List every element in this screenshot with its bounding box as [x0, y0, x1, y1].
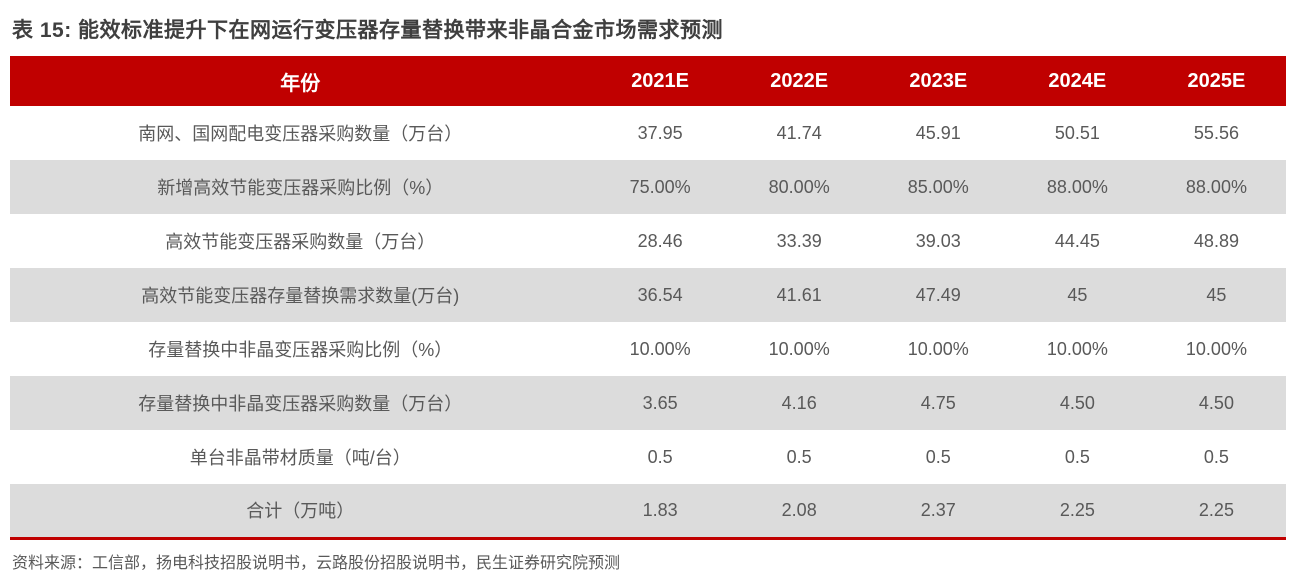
row-value: 4.50 [1059, 392, 1095, 413]
row-value: 45.91 [915, 122, 961, 143]
row-value: 28.46 [637, 230, 683, 251]
row-label: 高效节能变压器采购数量（万台） [165, 232, 436, 252]
row-value: 3.65 [642, 392, 678, 413]
table-header-row: 年份 2021E 2022E 2023E 2024E 2025E [10, 56, 1286, 106]
row-value: 0.5 [786, 446, 812, 467]
row-value: 37.95 [637, 122, 683, 143]
row-label: 南网、国网配电变压器采购数量（万台） [138, 124, 463, 144]
row-label: 存量替换中非晶变压器采购数量（万台） [138, 394, 463, 414]
row-value: 47.49 [915, 284, 961, 305]
forecast-table: 年份 2021E 2022E 2023E 2024E 2025E 南网、国网配电变压器采… [10, 56, 1286, 540]
table-row: 存量替换中非晶变压器采购数量（万台） 3.65 4.16 4.75 4.50 4.50 [10, 376, 1286, 430]
row-value: 10.00% [768, 338, 830, 359]
row-value: 88.00% [1185, 176, 1247, 197]
row-value: 41.74 [776, 122, 822, 143]
row-value: 55.56 [1193, 122, 1239, 143]
row-value: 50.51 [1054, 122, 1100, 143]
table-title: 表 15: 能效标准提升下在网运行变压器存量替换带来非晶合金市场需求预测 [12, 19, 724, 42]
row-value: 80.00% [768, 176, 830, 197]
header-cell-year: 2022E [770, 69, 829, 92]
row-value: 4.75 [920, 392, 956, 413]
table-row: 高效节能变压器采购数量（万台） 28.46 33.39 39.03 44.45 48.89 [10, 214, 1286, 268]
row-value: 48.89 [1193, 230, 1239, 251]
row-value: 36.54 [637, 284, 683, 305]
row-value: 0.5 [925, 446, 951, 467]
row-value: 88.00% [1046, 176, 1108, 197]
header-cell-label: 年份 [280, 72, 321, 95]
row-value: 41.61 [776, 284, 822, 305]
row-value: 0.5 [647, 446, 673, 467]
row-label: 高效节能变压器存量替换需求数量(万台) [141, 286, 460, 306]
row-value: 45 [1206, 284, 1227, 305]
row-value: 39.03 [915, 230, 961, 251]
row-value: 45 [1067, 284, 1088, 305]
table-row: 南网、国网配电变压器采购数量（万台） 37.95 41.74 45.91 50.51 55… [10, 106, 1286, 160]
header-cell-year: 2021E [631, 69, 690, 92]
table-row: 单台非晶带材质量（吨/台） 0.5 0.5 0.5 0.5 0.5 [10, 430, 1286, 484]
header-cell-year: 2023E [909, 69, 968, 92]
table-row: 合计（万吨） 1.83 2.08 2.37 2.25 2.25 [10, 484, 1286, 538]
row-value: 0.5 [1064, 446, 1090, 467]
row-value: 4.50 [1198, 392, 1234, 413]
row-label: 单台非晶带材质量（吨/台） [189, 448, 411, 468]
table-row: 存量替换中非晶变压器采购比例（%） 10.00% 10.00% 10.00% 10.00… [10, 322, 1286, 376]
row-value: 4.16 [781, 392, 817, 413]
row-value: 10.00% [1046, 338, 1108, 359]
source-note: 资料来源：工信部，扬电科技招股说明书，云路股份招股说明书，民生证券研究院预测 [12, 554, 621, 572]
row-value: 1.83 [642, 499, 678, 520]
header-cell-year: 2024E [1048, 69, 1107, 92]
row-label: 合计（万吨） [246, 501, 355, 522]
row-value: 2.25 [1198, 499, 1234, 520]
row-value: 10.00% [629, 338, 691, 359]
row-value: 2.25 [1059, 499, 1095, 520]
row-value: 10.00% [1185, 338, 1247, 359]
header-cell-year: 2025E [1187, 69, 1246, 92]
row-label: 新增高效节能变压器采购比例（%） [157, 178, 444, 198]
row-label: 存量替换中非晶变压器采购比例（%） [148, 340, 453, 360]
table-body: 南网、国网配电变压器采购数量（万台） 37.95 41.74 45.91 50.51 55… [10, 106, 1286, 538]
table-row: 新增高效节能变压器采购比例（%） 75.00% 80.00% 85.00% 88.00%… [10, 160, 1286, 214]
row-value: 10.00% [907, 338, 969, 359]
row-value: 0.5 [1203, 446, 1229, 467]
row-value: 75.00% [629, 176, 691, 197]
row-value: 85.00% [907, 176, 969, 197]
row-value: 2.37 [920, 499, 956, 520]
row-value: 44.45 [1054, 230, 1100, 251]
row-value: 2.08 [781, 499, 817, 520]
row-value: 33.39 [776, 230, 822, 251]
table-row: 高效节能变压器存量替换需求数量(万台) 36.54 41.61 47.49 45 45 [10, 268, 1286, 322]
